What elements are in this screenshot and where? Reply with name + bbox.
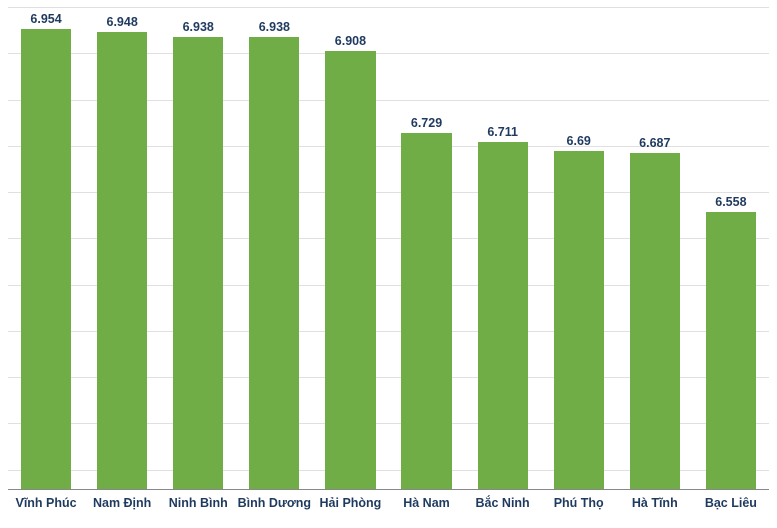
bar — [325, 51, 375, 489]
x-axis-labels: Vĩnh PhúcNam ĐịnhNinh BìnhBình DươngHải … — [8, 490, 769, 520]
bar-wrapper: 6.729 — [388, 8, 464, 489]
bar-value-label: 6.954 — [30, 12, 61, 26]
bar-value-label: 6.938 — [183, 20, 214, 34]
bar-wrapper: 6.711 — [465, 8, 541, 489]
bar-value-label: 6.729 — [411, 116, 442, 130]
bar-value-label: 6.938 — [259, 20, 290, 34]
bar-wrapper: 6.687 — [617, 8, 693, 489]
bar-value-label: 6.948 — [107, 15, 138, 29]
bar — [249, 37, 299, 489]
bar — [173, 37, 223, 489]
plot-area: 6.954 6.948 6.938 6.938 6.908 6.729 6.711 6.69 6… — [8, 8, 769, 490]
x-axis-label: Hải Phòng — [312, 496, 388, 510]
bar-wrapper: 6.954 — [8, 8, 84, 489]
x-axis-label: Ninh Bình — [160, 496, 236, 510]
bar-value-label: 6.711 — [487, 125, 518, 139]
bar — [630, 153, 680, 489]
bars-group: 6.954 6.948 6.938 6.938 6.908 6.729 6.711 6.69 6… — [8, 8, 769, 489]
bar-wrapper: 6.938 — [236, 8, 312, 489]
bar — [478, 142, 528, 489]
bar-wrapper: 6.69 — [541, 8, 617, 489]
bar-wrapper: 6.948 — [84, 8, 160, 489]
x-axis-label: Bình Dương — [236, 496, 312, 510]
bar-value-label: 6.908 — [335, 34, 366, 48]
x-axis-label: Bắc Ninh — [465, 496, 541, 510]
chart-container: 6.954 6.948 6.938 6.938 6.908 6.729 6.711 6.69 6… — [8, 8, 769, 520]
bar — [97, 32, 147, 489]
bar-wrapper: 6.558 — [693, 8, 769, 489]
x-axis-label: Phú Thọ — [541, 496, 617, 510]
x-axis-label: Hà Nam — [388, 496, 464, 510]
x-axis-label: Hà Tĩnh — [617, 496, 693, 510]
bar-value-label: 6.687 — [639, 136, 670, 150]
bar-wrapper: 6.938 — [160, 8, 236, 489]
bar-value-label: 6.69 — [567, 134, 591, 148]
bar-wrapper: 6.908 — [312, 8, 388, 489]
bar — [706, 212, 756, 489]
bar — [401, 133, 451, 489]
bar-value-label: 6.558 — [715, 195, 746, 209]
bar — [554, 151, 604, 489]
x-axis-label: Bạc Liêu — [693, 496, 769, 510]
bar — [21, 29, 71, 489]
x-axis-label: Nam Định — [84, 496, 160, 510]
x-axis-label: Vĩnh Phúc — [8, 496, 84, 510]
